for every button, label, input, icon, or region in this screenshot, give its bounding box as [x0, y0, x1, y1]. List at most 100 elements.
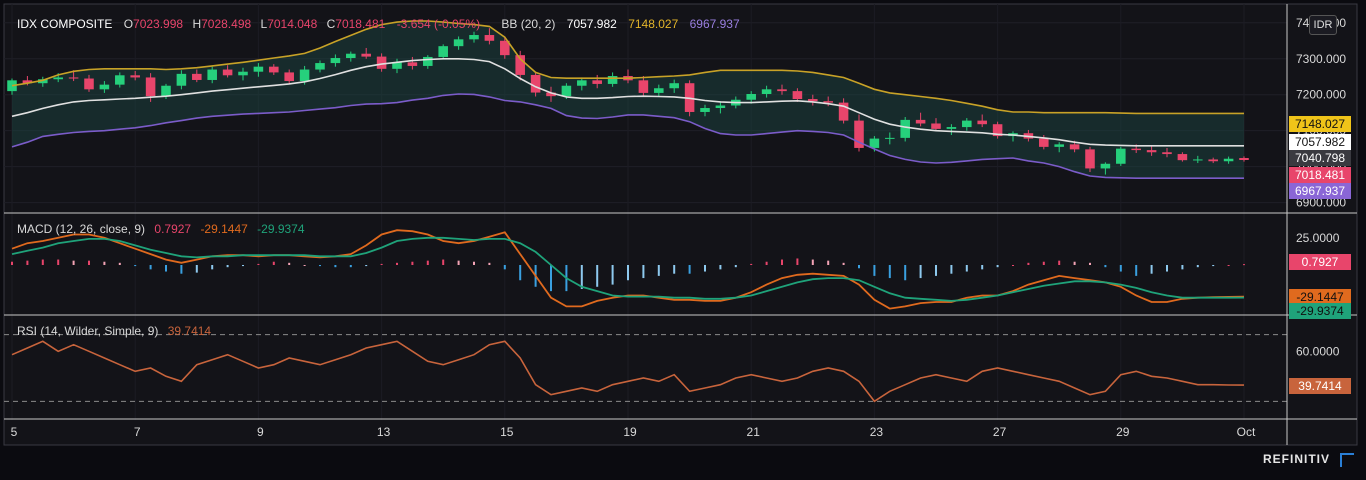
candle-body[interactable]	[808, 99, 818, 102]
candle-body[interactable]	[700, 108, 710, 112]
candle-body[interactable]	[238, 71, 248, 76]
candle-body[interactable]	[392, 62, 402, 69]
candle-body[interactable]	[53, 77, 63, 80]
candle-body[interactable]	[869, 138, 880, 148]
candle-body[interactable]	[931, 123, 941, 129]
candle-body[interactable]	[500, 40, 510, 56]
macd-histogram-bar	[734, 265, 737, 268]
candle-body[interactable]	[484, 35, 495, 41]
panel-dividers[interactable]	[4, 4, 1357, 445]
candle-body[interactable]	[515, 55, 525, 75]
candle-body[interactable]	[453, 39, 464, 47]
candle-body[interactable]	[207, 69, 217, 80]
candle-body[interactable]	[530, 74, 541, 93]
candle-body[interactable]	[592, 80, 602, 84]
candle-body[interactable]	[192, 73, 202, 80]
candle-body[interactable]	[1162, 152, 1172, 155]
candle-body[interactable]	[1223, 158, 1234, 162]
candle-body[interactable]	[330, 58, 341, 64]
candle-body[interactable]	[22, 80, 33, 84]
candle-body[interactable]	[962, 120, 972, 128]
candle-body[interactable]	[438, 46, 448, 57]
candle-body[interactable]	[315, 63, 325, 70]
candle-body[interactable]	[269, 66, 279, 73]
macd-histogram-bar	[1104, 265, 1107, 268]
macd-histogram-bar	[935, 265, 937, 276]
macd-histogram-bar	[673, 265, 676, 274]
currency-button[interactable]: IDR	[1309, 15, 1337, 35]
candle-body[interactable]	[284, 72, 294, 82]
candle-body[interactable]	[222, 69, 233, 76]
candle-body[interactable]	[761, 89, 772, 94]
macd-histogram-bar	[688, 265, 691, 274]
candle-body[interactable]	[407, 62, 418, 66]
rsi-line	[11, 340, 1245, 403]
open-value: 7023.998	[133, 17, 184, 31]
time-tick-label: 23	[870, 425, 884, 439]
candle-body[interactable]	[1239, 158, 1249, 160]
candle-body[interactable]	[38, 79, 48, 84]
candle-body[interactable]	[577, 80, 587, 86]
macd-histogram-bar	[719, 265, 722, 270]
candle-body[interactable]	[546, 92, 556, 97]
candle-body[interactable]	[469, 35, 479, 40]
close-value: 7018.481	[335, 17, 386, 31]
candle-body[interactable]	[346, 53, 356, 59]
macd-histogram-bar	[904, 265, 907, 281]
candle-body[interactable]	[1069, 144, 1080, 150]
candle-body[interactable]	[7, 80, 17, 92]
candle-body[interactable]	[992, 124, 1003, 137]
candle-body[interactable]	[253, 66, 264, 72]
candle-body[interactable]	[361, 53, 371, 57]
candle-body[interactable]	[1177, 154, 1188, 161]
candle-body[interactable]	[99, 84, 110, 90]
macd-histogram-bar	[627, 265, 629, 281]
candle-body[interactable]	[900, 119, 910, 138]
candle-body[interactable]	[1208, 159, 1218, 162]
candle-body[interactable]	[376, 56, 387, 69]
time-axis[interactable]: 5 7 9 13 15 19 21 23 27 29 Oct	[11, 425, 1256, 439]
candle-body[interactable]	[746, 93, 756, 100]
candle-body[interactable]	[1100, 163, 1111, 169]
candle-body[interactable]	[299, 69, 310, 82]
candle-body[interactable]	[669, 83, 679, 89]
candle-body[interactable]	[161, 85, 171, 97]
macd-panel[interactable]	[11, 229, 1245, 310]
candle-body[interactable]	[1039, 138, 1049, 147]
candle-body[interactable]	[823, 101, 833, 103]
candlestick-series[interactable]	[7, 28, 1249, 175]
candle-body[interactable]	[68, 77, 79, 79]
candle-body[interactable]	[423, 56, 433, 66]
candle-body[interactable]	[607, 76, 618, 84]
candle-body[interactable]	[1193, 159, 1203, 161]
candle-body[interactable]	[145, 77, 156, 97]
candle-body[interactable]	[977, 120, 987, 125]
candle-body[interactable]	[176, 73, 187, 86]
candle-body[interactable]	[854, 120, 864, 148]
candle-body[interactable]	[130, 75, 140, 78]
macd-histogram-bar	[919, 265, 922, 279]
candle-body[interactable]	[115, 75, 125, 85]
candle-body[interactable]	[561, 85, 572, 97]
candle-body[interactable]	[1054, 144, 1064, 147]
candle-body[interactable]	[1146, 150, 1157, 153]
candle-body[interactable]	[654, 88, 664, 93]
macd-histogram-bar	[519, 265, 522, 281]
candle-body[interactable]	[715, 105, 726, 109]
candle-body[interactable]	[946, 127, 957, 129]
price-tick-label: 6900.000	[1296, 196, 1346, 210]
candle-body[interactable]	[885, 137, 895, 139]
low-label: L	[260, 17, 268, 31]
candle-body[interactable]	[1085, 149, 1095, 169]
candle-body[interactable]	[1116, 148, 1126, 164]
candle-body[interactable]	[838, 102, 849, 121]
candle-body[interactable]	[638, 80, 649, 93]
rsi-panel[interactable]	[4, 334, 1287, 403]
candle-body[interactable]	[777, 89, 787, 92]
candle-body[interactable]	[792, 91, 803, 100]
candle-body[interactable]	[915, 119, 926, 124]
candle-body[interactable]	[84, 78, 94, 90]
candle-body[interactable]	[1131, 148, 1141, 151]
